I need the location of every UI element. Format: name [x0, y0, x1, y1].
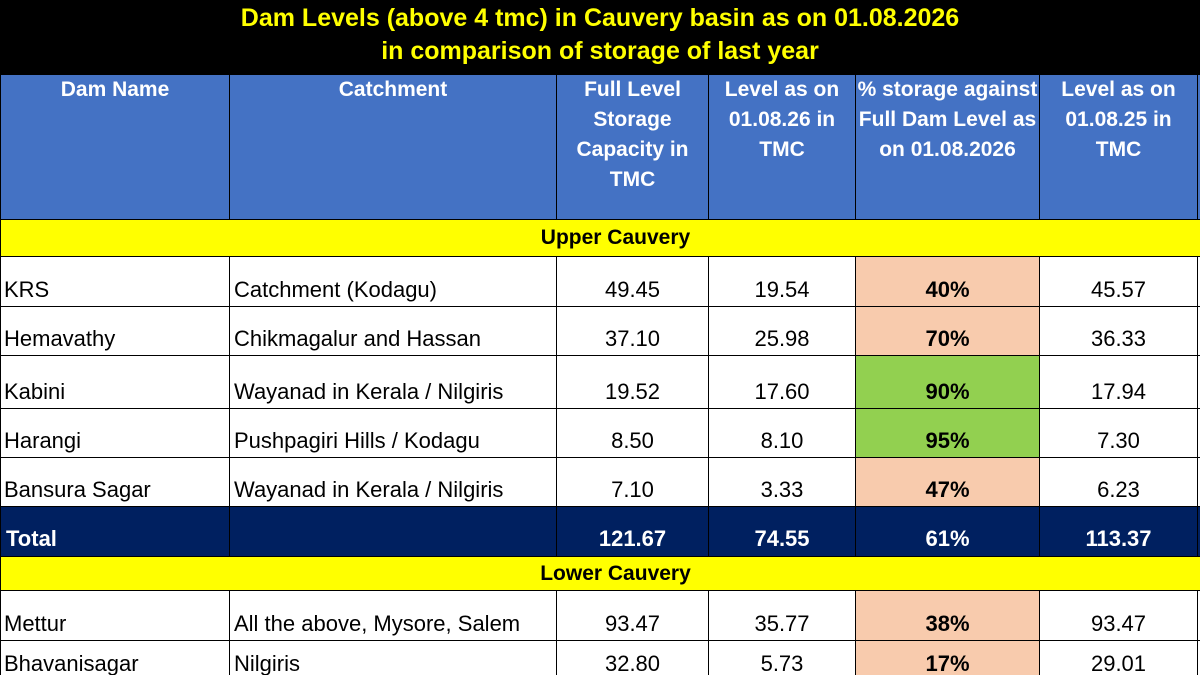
total-label: Total [0, 506, 230, 557]
pct-storage-cell: 95% [855, 408, 1040, 458]
extra-cell [1197, 640, 1200, 675]
level-2025-cell: 6.23 [1039, 457, 1198, 507]
full-level-cell: 8.50 [556, 408, 709, 458]
level-2025-cell: 7.30 [1039, 408, 1198, 458]
level-2025-cell: 36.33 [1039, 306, 1198, 356]
level-2026-cell: 8.10 [708, 408, 856, 458]
level-2026-cell: 25.98 [708, 306, 856, 356]
dam-levels-table: Dam Name Catchment Full Level Storage Ca… [0, 74, 1200, 675]
dam-levels-table-container: Dam Name Catchment Full Level Storage Ca… [0, 74, 1200, 675]
pct-storage-cell: 47% [855, 457, 1040, 507]
full-level-cell: 93.47 [556, 590, 709, 641]
header-row: Dam Name Catchment Full Level Storage Ca… [0, 74, 1200, 220]
sheet-title: Dam Levels (above 4 tmc) in Cauvery basi… [0, 0, 1200, 74]
catchment-cell: Catchment (Kodagu) [229, 256, 557, 307]
pct-storage-cell: 17% [855, 640, 1040, 675]
pct-storage-cell: 90% [855, 355, 1040, 409]
table-row: Hemavathy Chikmagalur and Hassan 37.10 2… [0, 306, 1200, 356]
level-2025-cell: 17.94 [1039, 355, 1198, 409]
total-catchment-blank [229, 506, 557, 557]
full-level-cell: 37.10 [556, 306, 709, 356]
dam-name-cell: Harangi [0, 408, 230, 458]
level-2026-cell: 3.33 [708, 457, 856, 507]
section-upper-label: Upper Cauvery [0, 219, 1200, 257]
level-2026-cell: 5.73 [708, 640, 856, 675]
section-row-lower: Lower Cauvery [0, 556, 1200, 591]
dam-name-cell: Bansura Sagar [0, 457, 230, 507]
full-level-cell: 49.45 [556, 256, 709, 307]
catchment-cell: Nilgiris [229, 640, 557, 675]
level-2026-cell: 19.54 [708, 256, 856, 307]
header-full-level: Full Level Storage Capacity in TMC [556, 74, 709, 220]
header-catchment: Catchment [229, 74, 557, 220]
table-row: Kabini Wayanad in Kerala / Nilgiris 19.5… [0, 355, 1200, 409]
level-2025-cell: 45.57 [1039, 256, 1198, 307]
catchment-cell: All the above, Mysore, Salem [229, 590, 557, 641]
header-level-2025: Level as on 01.08.25 in TMC [1039, 74, 1198, 220]
title-line-2: in comparison of storage of last year [381, 37, 819, 65]
total-level-2026: 74.55 [708, 506, 856, 557]
section-lower-label: Lower Cauvery [0, 556, 1200, 591]
full-level-cell: 7.10 [556, 457, 709, 507]
full-level-cell: 32.80 [556, 640, 709, 675]
header-pct-storage: % storage against Full Dam Level as on 0… [855, 74, 1040, 220]
table-row: Mettur All the above, Mysore, Salem 93.4… [0, 590, 1200, 641]
table-row: Harangi Pushpagiri Hills / Kodagu 8.50 8… [0, 408, 1200, 458]
dam-name-cell: Kabini [0, 355, 230, 409]
header-dam-name: Dam Name [0, 74, 230, 220]
level-2026-cell: 17.60 [708, 355, 856, 409]
table-row: Bansura Sagar Wayanad in Kerala / Nilgir… [0, 457, 1200, 507]
section-row-upper: Upper Cauvery [0, 219, 1200, 257]
total-pct-storage: 61% [855, 506, 1040, 557]
catchment-cell: Chikmagalur and Hassan [229, 306, 557, 356]
level-2025-cell: 29.01 [1039, 640, 1198, 675]
total-full-level: 121.67 [556, 506, 709, 557]
dam-name-cell: KRS [0, 256, 230, 307]
header-level-2026: Level as on 01.08.26 in TMC [708, 74, 856, 220]
level-2025-cell: 93.47 [1039, 590, 1198, 641]
pct-storage-cell: 40% [855, 256, 1040, 307]
full-level-cell: 19.52 [556, 355, 709, 409]
title-line-1: Dam Levels (above 4 tmc) in Cauvery basi… [240, 4, 960, 32]
total-row: Total 121.67 74.55 61% 113.37 [0, 506, 1200, 557]
total-level-2025: 113.37 [1039, 506, 1198, 557]
catchment-cell: Wayanad in Kerala / Nilgiris [229, 355, 557, 409]
pct-storage-cell: 38% [855, 590, 1040, 641]
catchment-cell: Pushpagiri Hills / Kodagu [229, 408, 557, 458]
table-row: Bhavanisagar Nilgiris 32.80 5.73 17% 29.… [0, 640, 1200, 675]
dam-name-cell: Mettur [0, 590, 230, 641]
dam-name-cell: Hemavathy [0, 306, 230, 356]
level-2026-cell: 35.77 [708, 590, 856, 641]
catchment-cell: Wayanad in Kerala / Nilgiris [229, 457, 557, 507]
pct-storage-cell: 70% [855, 306, 1040, 356]
table-row: KRS Catchment (Kodagu) 49.45 19.54 40% 4… [0, 256, 1200, 307]
dam-name-cell: Bhavanisagar [0, 640, 230, 675]
